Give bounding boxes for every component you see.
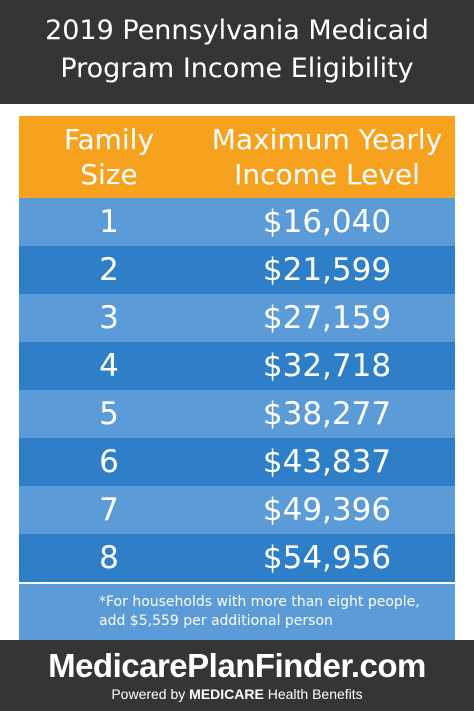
table-row: 5 $38,277 (19, 390, 455, 438)
family-size-cell: 6 (99, 444, 119, 480)
table-row: 4 $32,718 (19, 342, 455, 390)
column-header-max-income-line-1: Maximum Yearly (211, 123, 443, 156)
family-size-cell: 8 (99, 540, 119, 576)
tagline-bold: MEDICARE (189, 686, 264, 702)
column-header-max-income: Maximum Yearly Income Level (199, 122, 455, 192)
table-row: 8 $54,956 (19, 534, 455, 582)
footer-banner: MedicarePlanFinder.com Powered by MEDICA… (0, 640, 474, 711)
income-cell: $54,956 (262, 540, 392, 576)
table-row: 1 $16,040 (19, 198, 455, 246)
title-banner: 2019 Pennsylvania Medicaid Program Incom… (0, 0, 474, 104)
family-size-cell: 1 (99, 204, 119, 240)
income-cell: $21,599 (262, 252, 392, 288)
income-cell: $38,277 (262, 396, 392, 432)
column-header-family-size-line-1: Family (63, 123, 155, 156)
income-cell: $16,040 (262, 204, 392, 240)
family-size-cell: 7 (99, 492, 119, 528)
income-cell: $49,396 (262, 492, 392, 528)
tagline-prefix: Powered by (111, 686, 190, 702)
table-row: 2 $21,599 (19, 246, 455, 294)
brand-logo-text: MedicarePlanFinder.com (48, 647, 426, 684)
column-header-family-size-line-2: Size (80, 158, 138, 191)
income-cell: $32,718 (262, 348, 392, 384)
table-row: 7 $49,396 (19, 486, 455, 534)
column-header-family-size: Family Size (19, 122, 199, 192)
table-row: 6 $43,837 (19, 438, 455, 486)
family-size-cell: 5 (99, 396, 119, 432)
tagline: Powered by MEDICARE Health Benefits (0, 686, 474, 702)
table-row: 3 $27,159 (19, 294, 455, 342)
income-cell: $27,159 (262, 300, 392, 336)
footnote-line-1: *For households with more than eight peo… (99, 594, 420, 610)
footnote: *For households with more than eight peo… (19, 584, 455, 640)
title-line-2: Program Income Eligibility (60, 53, 414, 84)
family-size-cell: 3 (99, 300, 119, 336)
title-line-1: 2019 Pennsylvania Medicaid (45, 15, 429, 46)
column-header-max-income-line-2: Income Level (234, 158, 420, 191)
family-size-cell: 2 (99, 252, 119, 288)
family-size-cell: 4 (99, 348, 119, 384)
income-cell: $43,837 (262, 444, 392, 480)
tagline-suffix: Health Benefits (263, 686, 363, 702)
footnote-line-2: add $5,559 per additional person (99, 613, 333, 629)
eligibility-table: Family Size Maximum Yearly Income Level … (19, 116, 455, 640)
table-header: Family Size Maximum Yearly Income Level (19, 116, 455, 198)
